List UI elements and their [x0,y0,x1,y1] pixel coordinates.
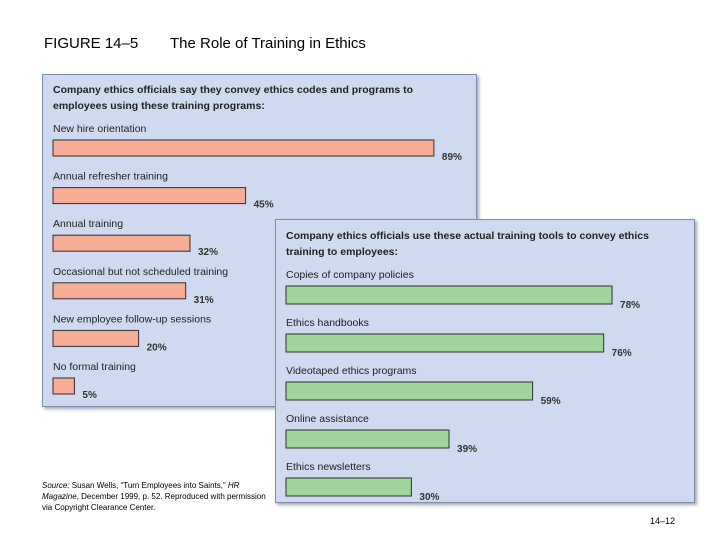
programs-bar [52,187,247,205]
tools-category-label: Ethics handbooks [286,317,369,329]
tools-title-line: Company ethics officials use these actua… [286,230,649,242]
source-text-before: Susan Wells, “Turn Employees into Saints… [69,481,226,490]
programs-bar [52,329,140,347]
programs-category-label: Annual training [53,218,123,230]
programs-title-line: Company ethics officials say they convey… [53,84,413,96]
tools-value-label: 39% [457,444,477,455]
tools-category-label: Ethics newsletters [286,461,371,473]
figure-title: The Role of Training in Ethics [170,35,366,52]
programs-value-label: 45% [254,200,274,211]
tools-bar [285,333,605,353]
tools-category-label: Videotaped ethics programs [286,365,417,377]
programs-bar [52,234,191,252]
tools-value-label: 78% [620,300,640,311]
tools-bar [285,477,412,497]
figure-label: FIGURE 14–5 [44,35,139,52]
programs-category-label: Occasional but not scheduled training [53,266,228,278]
tools-category-label: Copies of company policies [286,269,414,281]
programs-bar [52,377,75,395]
programs-category-label: New employee follow-up sessions [53,313,211,325]
programs-bar [52,139,435,157]
tools-category-label: Online assistance [286,413,369,425]
source-magazine: HR Magazine [42,481,240,501]
training-tools-chart: Company ethics officials use these actua… [275,219,695,503]
programs-category-label: New hire orientation [53,123,147,135]
programs-bar [52,282,187,300]
tools-bar [285,381,534,401]
programs-value-label: 32% [198,247,218,258]
page-number: 14–12 [650,516,676,526]
tools-bar [285,285,613,305]
programs-category-label: Annual refresher training [53,171,168,183]
tools-title-line: training to employees: [286,246,398,258]
programs-value-label: 5% [82,390,97,401]
training-programs-chart-svg: Company ethics officials say they convey… [52,84,462,401]
tools-value-label: 30% [419,492,439,502]
programs-value-label: 20% [147,342,167,353]
training-tools-chart-svg: Company ethics officials use these actua… [285,230,649,502]
programs-category-label: No formal training [53,361,136,373]
source-prefix: Source: [42,481,70,490]
programs-title-line: employees using these training programs: [53,100,265,112]
programs-value-label: 89% [442,152,462,163]
programs-value-label: 31% [194,295,214,306]
tools-bar [285,429,450,449]
source-note: Source: Susan Wells, “Turn Employees int… [42,480,272,513]
tools-value-label: 59% [541,396,561,407]
tools-value-label: 76% [612,348,632,359]
source-text-after: , December 1999, p. 52. Reproduced with … [42,492,266,512]
